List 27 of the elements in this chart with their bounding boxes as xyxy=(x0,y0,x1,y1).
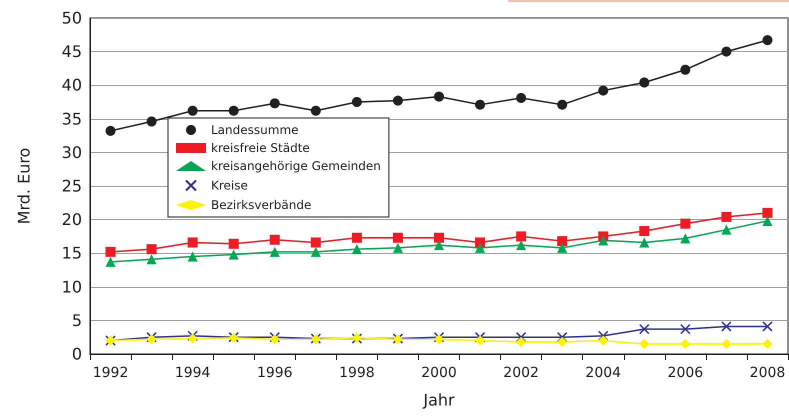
y-tick-label: 10 xyxy=(62,277,82,296)
legend-label: Kreise xyxy=(211,178,248,192)
y-tick-label: 15 xyxy=(62,244,82,263)
y-tick-label: 40 xyxy=(62,76,82,95)
legend-label: Bezirksverbände xyxy=(211,198,312,212)
x-tick-label: 1996 xyxy=(256,365,293,381)
x-tick-label: 2006 xyxy=(668,365,704,381)
x-tick-label: 1992 xyxy=(92,365,128,381)
x-tick-label: 1998 xyxy=(339,365,375,381)
x-tick-label: 1994 xyxy=(174,365,211,381)
y-tick-label: 20 xyxy=(62,210,82,230)
y-tick-label: 30 xyxy=(62,142,82,162)
x-tick-label: 2002 xyxy=(503,365,539,381)
y-tick-label: 25 xyxy=(62,176,82,196)
legend-label: Landessumme xyxy=(211,123,299,137)
legend-label: kreisfreie Städte xyxy=(211,141,310,155)
legend-label: kreisangehörige Gemeinden xyxy=(211,159,381,173)
y-tick-label: 45 xyxy=(62,42,82,62)
y-tick-label: 35 xyxy=(62,109,82,128)
y-tick-label: 0 xyxy=(72,344,82,364)
y-tick-label: 50 xyxy=(62,8,82,28)
x-tick-label: 2000 xyxy=(421,365,457,381)
x-tick-label: 2008 xyxy=(750,365,786,381)
x-tick-label: 2004 xyxy=(585,365,622,381)
y-axis-title: Mrd. Euro xyxy=(14,148,34,224)
y-tick-label: 5 xyxy=(72,310,82,330)
x-axis-title: Jahr xyxy=(422,390,456,410)
